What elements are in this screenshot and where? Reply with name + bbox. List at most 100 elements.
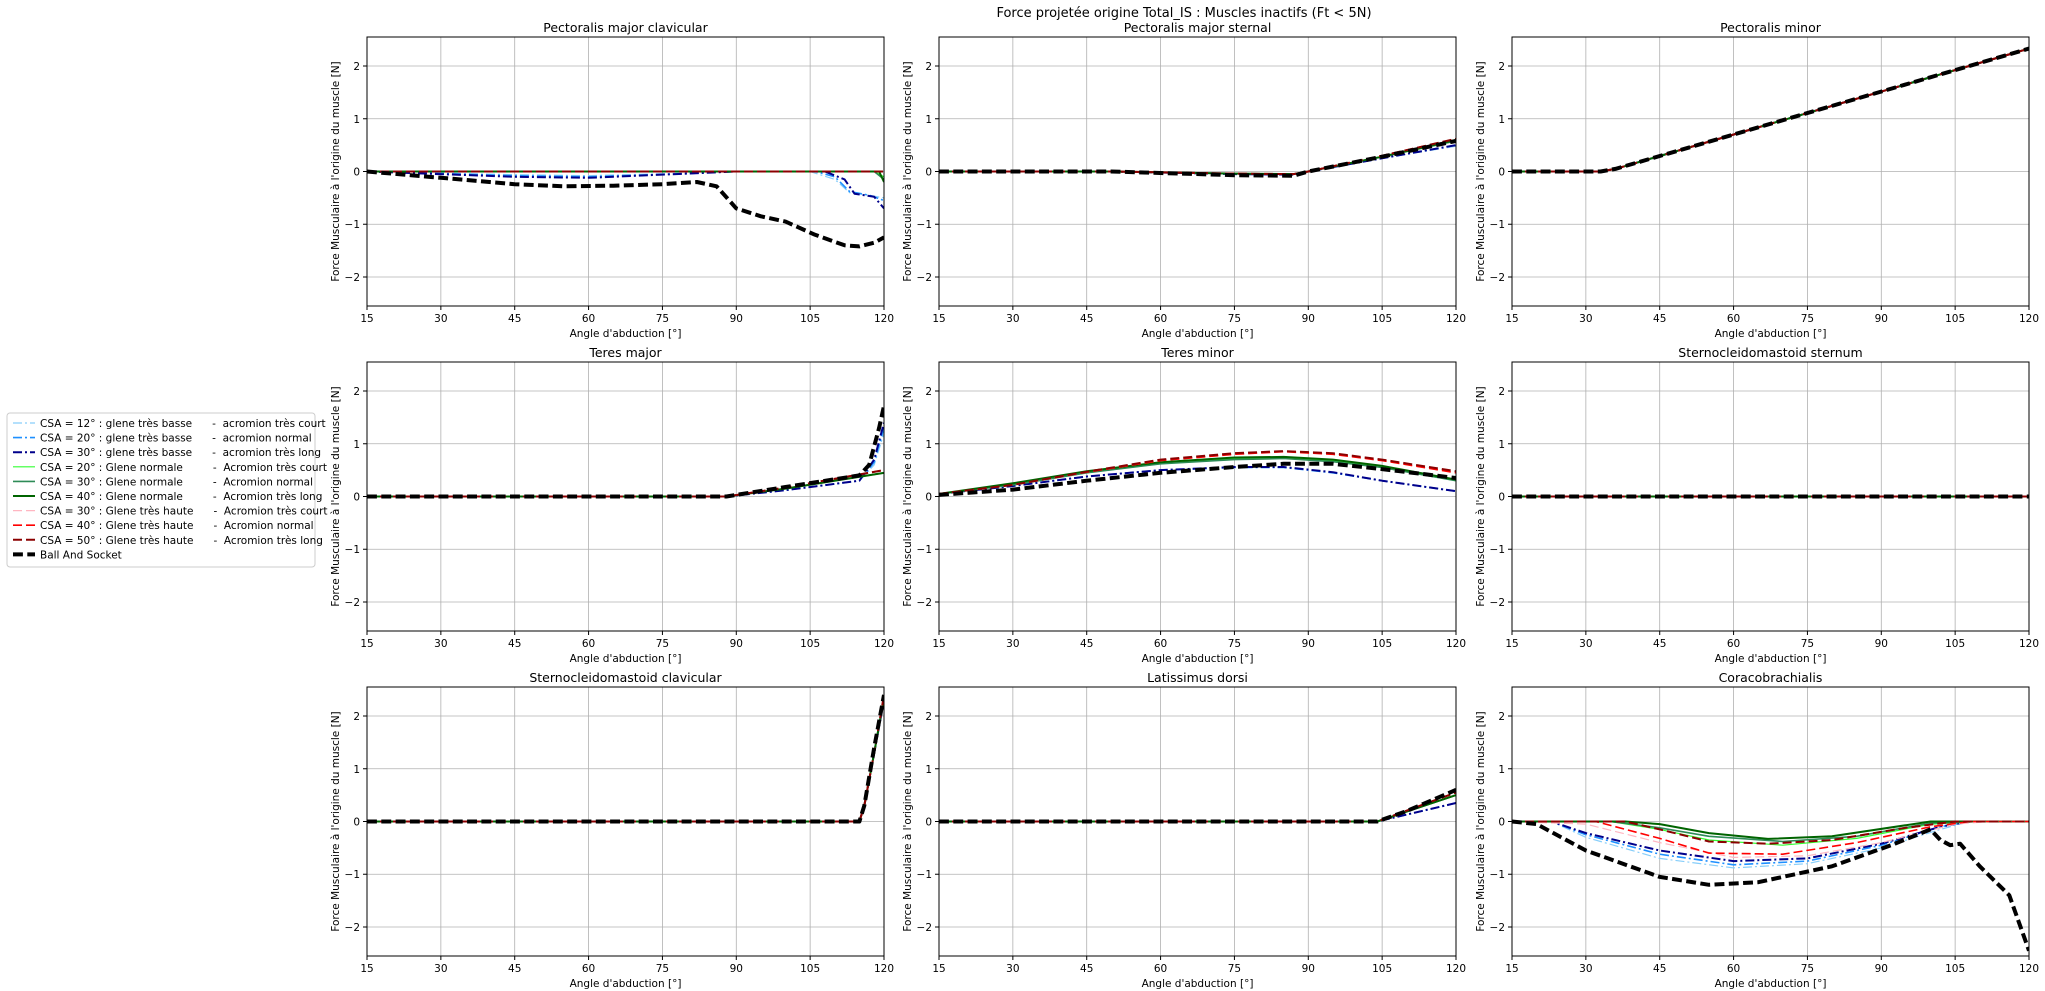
series-line	[367, 694, 884, 823]
x-tick-label: 120	[1446, 963, 1466, 975]
legend-label: CSA = 40° : Glene normale - Acromion trè…	[40, 491, 322, 503]
subplot-4: Teres major 15 30 45 60 75 90 105 120 −2 −1 0 1 2 Angl…	[330, 345, 894, 665]
x-tick-label: 60	[1727, 638, 1740, 650]
x-axis-label: Angle d'abduction [°]	[1142, 328, 1254, 340]
y-tick-label: 2	[353, 711, 360, 723]
x-tick-label: 60	[1154, 313, 1167, 325]
y-tick-label: −1	[1490, 219, 1505, 231]
x-tick-label: 30	[434, 313, 447, 325]
x-axis-label: Angle d'abduction [°]	[570, 328, 682, 340]
series-line	[367, 471, 884, 498]
y-tick-label: 0	[1498, 817, 1505, 829]
x-tick-label: 75	[1228, 638, 1241, 650]
series-line	[939, 461, 1456, 497]
y-axis-label: Force Musculaire à l'origine du muscle […	[330, 61, 342, 281]
subplot-6: Sternocleidomastoid sternum 15 30 45 60 75 90 1…	[1475, 345, 2039, 665]
subplot-1: Pectoralis major clavicular 15 30 45 60 75 90 1…	[330, 20, 894, 340]
x-tick-label: 15	[1505, 963, 1518, 975]
x-tick-label: 30	[1006, 963, 1019, 975]
subplot-title: Pectoralis major clavicular	[543, 20, 708, 35]
subplot-title: Latissimus dorsi	[1147, 670, 1248, 685]
x-tick-label: 60	[582, 963, 595, 975]
y-tick-label: −2	[1490, 597, 1505, 609]
series-group	[1512, 46, 2029, 174]
chart-panels: Pectoralis major clavicular 15 30 45 60 75 90 1…	[330, 20, 2039, 990]
x-tick-label: 75	[1228, 963, 1241, 975]
x-axis-label: Angle d'abduction [°]	[1715, 653, 1827, 665]
x-tick-label: 45	[508, 963, 521, 975]
y-tick-label: 1	[925, 764, 932, 776]
y-tick-label: 0	[1498, 167, 1505, 179]
y-tick-label: 0	[925, 492, 932, 504]
x-tick-label: 105	[800, 313, 820, 325]
series-group	[367, 405, 884, 499]
series-line	[939, 794, 1456, 823]
series-line	[1512, 47, 2029, 173]
series-line	[1512, 47, 2029, 173]
series-line	[367, 694, 884, 823]
x-axis-label: Angle d'abduction [°]	[1715, 328, 1827, 340]
y-tick-label: −2	[917, 922, 932, 934]
y-tick-label: −2	[1490, 922, 1505, 934]
y-tick-label: −1	[1490, 869, 1505, 881]
y-tick-label: 0	[353, 167, 360, 179]
series-line	[367, 405, 884, 499]
y-tick-label: −2	[917, 272, 932, 284]
x-tick-label: 105	[1372, 963, 1392, 975]
x-tick-label: 105	[1945, 313, 1965, 325]
x-axis-label: Angle d'abduction [°]	[570, 978, 682, 990]
y-tick-label: 2	[353, 386, 360, 398]
series-line	[939, 791, 1456, 823]
series-line	[1512, 820, 2029, 863]
x-tick-label: 90	[1875, 638, 1888, 650]
x-tick-label: 120	[2019, 313, 2039, 325]
y-tick-label: 2	[353, 61, 360, 73]
series-line	[939, 466, 1456, 495]
x-tick-label: 15	[932, 638, 945, 650]
series-group	[1512, 819, 2029, 952]
x-tick-label: 75	[1801, 313, 1814, 325]
series-group	[367, 694, 884, 824]
y-tick-label: 2	[1498, 711, 1505, 723]
series-line	[1512, 47, 2029, 173]
x-tick-label: 75	[656, 963, 669, 975]
series-line	[1512, 820, 2029, 856]
subplot-3: Pectoralis minor 15 30 45 60 75 90 105 120 −2 −1 0 1…	[1475, 20, 2039, 340]
subplot-title: Sternocleidomastoid clavicular	[529, 670, 722, 685]
x-tick-label: 120	[2019, 638, 2039, 650]
x-tick-label: 60	[1727, 963, 1740, 975]
y-axis-label: Force Musculaire à l'origine du muscle […	[330, 386, 342, 606]
y-axis-label: Force Musculaire à l'origine du muscle […	[1475, 61, 1487, 281]
x-tick-label: 45	[1653, 313, 1666, 325]
series-line	[939, 794, 1456, 823]
y-tick-label: 2	[1498, 386, 1505, 398]
y-tick-label: −2	[345, 597, 360, 609]
legend-label: CSA = 12° : glene très basse - acromion …	[40, 418, 326, 430]
x-axis-label: Angle d'abduction [°]	[1715, 978, 1827, 990]
x-axis-label: Angle d'abduction [°]	[1142, 653, 1254, 665]
y-tick-label: −1	[917, 219, 932, 231]
y-tick-label: 2	[1498, 61, 1505, 73]
x-tick-label: 90	[730, 313, 743, 325]
series-line	[1512, 47, 2029, 173]
y-tick-label: 1	[353, 764, 360, 776]
x-tick-label: 90	[1875, 313, 1888, 325]
legend-label: CSA = 50° : Glene très haute - Acromion …	[40, 535, 323, 547]
y-tick-label: 2	[925, 711, 932, 723]
y-tick-label: −1	[917, 869, 932, 881]
y-axis-label: Force Musculaire à l'origine du muscle […	[330, 711, 342, 931]
x-tick-label: 60	[582, 313, 595, 325]
legend-label: Ball And Socket	[40, 549, 122, 561]
legend: CSA = 12° : glene très basse - acromion …	[6, 412, 328, 568]
x-tick-label: 60	[1154, 638, 1167, 650]
series-group	[939, 137, 1456, 178]
subplot-5: Teres minor 15 30 45 60 75 90 105 120 −2 −1 0 1 2 Angl…	[902, 345, 1466, 665]
x-tick-label: 30	[1579, 313, 1592, 325]
x-tick-label: 15	[1505, 638, 1518, 650]
y-tick-label: 1	[925, 439, 932, 451]
series-line	[939, 794, 1456, 823]
x-tick-label: 105	[1372, 638, 1392, 650]
x-tick-label: 120	[874, 638, 894, 650]
x-tick-label: 30	[1579, 963, 1592, 975]
y-tick-label: 2	[925, 61, 932, 73]
